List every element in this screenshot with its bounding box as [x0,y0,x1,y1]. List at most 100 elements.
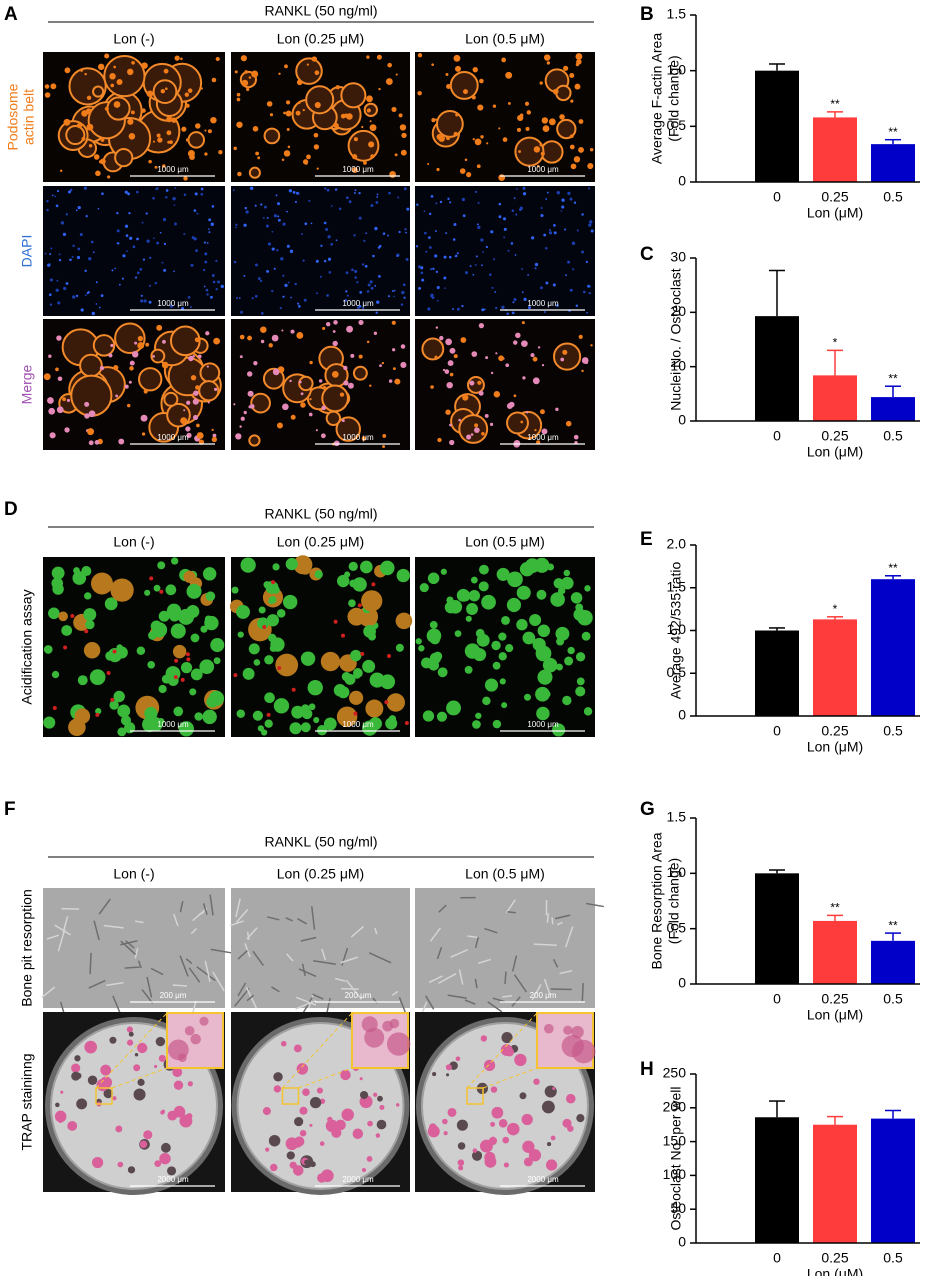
cell [264,692,275,704]
nucleus [54,195,56,198]
cell [153,584,161,592]
pit [150,967,164,976]
nucleus [452,238,456,241]
stain [565,1093,576,1104]
cell [264,655,274,665]
stain [155,1036,166,1047]
x-tick-label: 0.5 [883,189,903,205]
cell [108,353,113,358]
nucleus [510,242,514,245]
cell [100,138,105,142]
cell [332,330,336,333]
cell [482,696,491,706]
cell [464,665,473,674]
nucleus [400,303,404,306]
stain [563,1025,573,1035]
cell [479,564,489,575]
cell [339,392,345,397]
cell [314,70,320,76]
nucleus [573,201,577,204]
cell [271,580,276,585]
nucleus [140,294,143,297]
cell [498,355,504,362]
cell [138,367,163,392]
nucleus [149,284,152,287]
cell [239,425,242,428]
cell [541,117,549,124]
nucleus [206,242,209,244]
nucleus [589,285,592,288]
nucleus [121,277,124,280]
cell [434,355,438,359]
cell [70,374,113,417]
cell [484,413,489,418]
nucleus [376,196,379,198]
cell [109,73,116,80]
stain [126,1039,134,1046]
cell [460,337,467,343]
cell [491,640,501,651]
nucleus [122,254,126,258]
cell [524,693,531,701]
cell [340,113,346,119]
nucleus [202,268,206,272]
bar [755,1117,799,1243]
cell [236,92,241,97]
pit [552,959,559,968]
cell [88,440,94,446]
cell [90,572,113,595]
scale-bar-label: 1000 μm [527,433,559,442]
cell [555,407,559,412]
cell [261,729,268,736]
pit [531,983,542,1001]
stain [498,1119,508,1128]
nucleus [141,221,144,224]
stain [320,1169,334,1183]
cell [52,706,57,711]
nucleus [143,299,147,303]
stain [75,1072,82,1079]
cell [85,619,95,630]
nucleus [90,240,94,244]
x-axis-title: Lon (μM) [807,205,863,221]
cell [275,653,299,677]
cell [521,340,528,348]
cell [192,414,199,421]
column-label: Lon (-) [113,866,154,882]
cell [495,352,498,355]
nucleus [276,202,281,206]
cell [404,721,409,726]
cell [166,116,173,123]
cell [565,420,572,427]
cell [344,571,351,578]
cell [438,135,445,142]
cell [206,365,209,368]
cell [449,70,479,100]
nucleus [527,274,529,276]
cell [79,353,103,378]
nucleus [84,294,87,297]
cell [84,72,87,76]
nucleus [58,259,62,262]
cell [313,132,319,138]
cell [265,580,279,594]
nucleus [421,278,425,282]
cell [536,706,550,721]
bar [871,579,915,716]
stain [71,1063,81,1073]
significance: ** [830,97,840,111]
cell [309,360,313,365]
pit [124,966,140,969]
cell [382,445,386,449]
panel-letter: D [4,499,18,520]
nucleus [372,254,375,258]
cell [474,423,479,428]
bar [755,873,799,984]
stain [502,1136,510,1144]
cell [422,710,435,722]
cell [472,66,478,73]
pit [533,943,557,947]
nucleus [556,191,560,195]
nucleus [521,268,524,270]
y-tick-label: 1.0 [667,61,687,77]
